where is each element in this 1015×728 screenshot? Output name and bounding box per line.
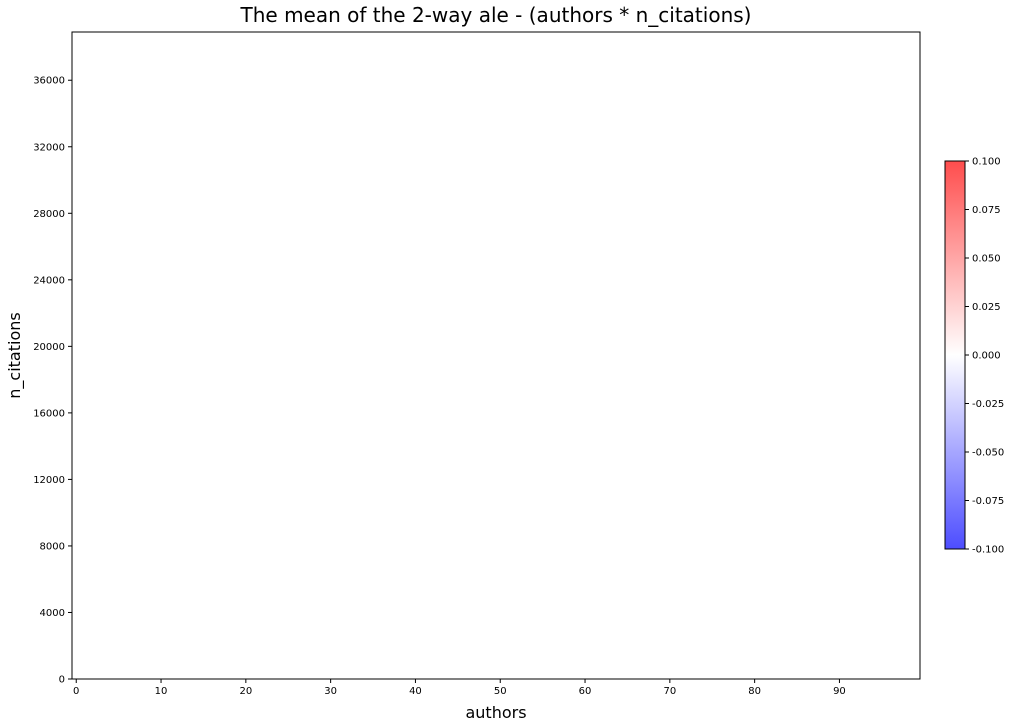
x-tick-label: 40 xyxy=(409,686,422,697)
y-tick-label: 8000 xyxy=(40,541,65,552)
y-tick-label: 16000 xyxy=(33,408,65,419)
y-axis: 0 4000 8000 12000 16000 20000 24000 28000 32000 3… xyxy=(33,76,72,686)
y-axis-label: n_citations xyxy=(5,312,25,398)
y-tick-label: 24000 xyxy=(33,275,65,286)
x-axis-label: authors xyxy=(465,703,526,722)
colorbar-tick-label: -0.075 xyxy=(972,496,1004,507)
y-tick-label: 28000 xyxy=(33,209,65,220)
y-tick-label: 32000 xyxy=(33,142,65,153)
x-tick-label: 80 xyxy=(748,686,761,697)
colorbar-tick-label: -0.100 xyxy=(972,545,1004,556)
colorbar xyxy=(944,160,966,550)
x-tick-label: 90 xyxy=(833,686,846,697)
x-tick-label: 0 xyxy=(73,686,79,697)
colorbar-tick-label: -0.025 xyxy=(972,399,1004,410)
y-tick-label: 12000 xyxy=(33,475,65,486)
x-tick-label: 70 xyxy=(663,686,676,697)
x-axis: 0 10 20 30 40 50 60 70 80 90 xyxy=(73,679,846,697)
x-tick-label: 10 xyxy=(155,686,168,697)
heatmap-plot-area xyxy=(71,31,921,680)
x-tick-label: 30 xyxy=(324,686,337,697)
colorbar-tick-label: 0.100 xyxy=(972,157,1001,168)
x-tick-label: 20 xyxy=(239,686,252,697)
colorbar-ticks: -0.100 -0.075 -0.050 -0.025 0.000 0.025 0.050 0… xyxy=(965,157,1004,556)
colorbar-tick-label: 0.000 xyxy=(972,351,1001,362)
y-tick-label: 0 xyxy=(59,675,65,686)
x-tick-label: 50 xyxy=(494,686,507,697)
chart-title: The mean of the 2-way ale - (authors * n… xyxy=(240,3,752,27)
y-tick-label: 36000 xyxy=(33,76,65,87)
colorbar-tick-label: 0.075 xyxy=(972,205,1001,216)
y-tick-label: 20000 xyxy=(33,342,65,353)
colorbar-tick-label: 0.025 xyxy=(972,302,1001,313)
x-tick-label: 60 xyxy=(579,686,592,697)
colorbar-tick-label: 0.050 xyxy=(972,254,1001,265)
colorbar-tick-label: -0.050 xyxy=(972,448,1004,459)
y-tick-label: 4000 xyxy=(40,608,65,619)
